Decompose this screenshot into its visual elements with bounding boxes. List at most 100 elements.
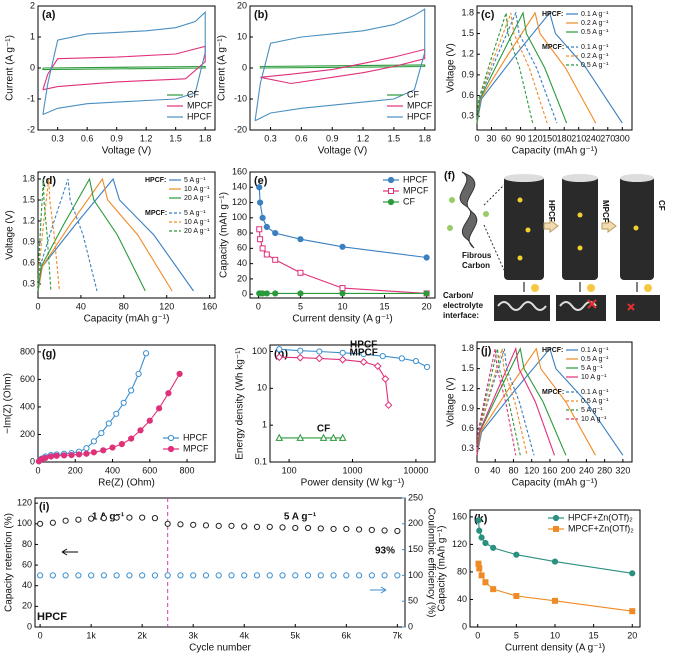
marker xyxy=(388,188,394,194)
y-tick-label: -20 xyxy=(234,124,247,134)
marker xyxy=(37,572,44,579)
y-tick-label: 120 xyxy=(452,539,467,549)
legend-label: 10 A g⁻¹ xyxy=(184,186,210,193)
y-tick-label: 1.2 xyxy=(461,49,474,59)
cylinder-label: MPCF xyxy=(601,200,610,223)
marker xyxy=(272,290,279,297)
legend-label: 0.1 A g⁻¹ xyxy=(581,389,609,396)
y-tick-label: 100 xyxy=(232,212,247,222)
y-tick-label: 1.5 xyxy=(461,363,474,373)
legend-label: 0.5 A g⁻¹ xyxy=(581,398,609,405)
x-tick-label: 0 xyxy=(38,630,43,640)
marker xyxy=(275,353,284,362)
series-line xyxy=(476,12,548,124)
y-tick-label: 10 xyxy=(257,383,267,393)
marker xyxy=(263,290,270,297)
y-tick-label: 0.6 xyxy=(461,423,474,433)
marker xyxy=(75,451,83,458)
marker xyxy=(330,572,337,579)
electron xyxy=(577,245,583,251)
y-tick-label: 1.8 xyxy=(22,173,35,183)
x-tick-label: 0.3 xyxy=(51,133,64,143)
marker xyxy=(297,347,304,354)
legend-label: HPCF xyxy=(187,111,212,121)
marker xyxy=(551,558,559,565)
x-tick-label: 30 xyxy=(487,133,497,143)
series-line xyxy=(37,177,173,292)
y-axis-label: Capacity retention (%) xyxy=(4,513,15,612)
y-tick-label: 120 xyxy=(17,498,32,508)
legend-label: 0.2 A g⁻¹ xyxy=(581,20,609,27)
marker xyxy=(279,524,286,531)
emoji xyxy=(531,284,539,292)
marker xyxy=(513,551,520,558)
marker xyxy=(47,453,55,460)
marker xyxy=(476,565,483,572)
legend-label: 0.2 A g⁻¹ xyxy=(581,53,609,60)
marker xyxy=(83,445,90,452)
marker xyxy=(292,572,299,579)
annotation: HPCF xyxy=(37,611,67,623)
marker xyxy=(381,527,388,534)
marker xyxy=(263,223,270,231)
x-tick-label: 200 xyxy=(561,465,576,475)
legend-label: 20 A g⁻¹ xyxy=(184,195,210,202)
marker xyxy=(482,579,489,586)
emoji xyxy=(644,284,652,292)
marker xyxy=(329,433,338,441)
marker xyxy=(279,572,286,579)
marker xyxy=(490,544,497,551)
y-tick-label: 0.1 xyxy=(254,456,267,466)
marker xyxy=(553,526,559,532)
series-line xyxy=(37,177,194,292)
axis-arrow xyxy=(370,586,387,594)
x-tick-label: 210 xyxy=(571,133,586,143)
legend-label: 10 A g⁻¹ xyxy=(581,416,607,423)
marker xyxy=(126,514,133,521)
marker xyxy=(113,514,120,521)
marker xyxy=(387,198,395,206)
x-tick-label: 10000 xyxy=(403,465,428,475)
series-line xyxy=(279,356,390,406)
x-tick-label: 150 xyxy=(542,133,557,143)
x-tick-label: 800 xyxy=(180,465,195,475)
electron xyxy=(525,227,531,233)
legend-label: 5 A g⁻¹ xyxy=(581,407,603,414)
y2-tick-label: 50 xyxy=(408,596,418,606)
x-tick-label: 20 xyxy=(627,630,637,640)
x-tick-label: 0 xyxy=(474,465,479,475)
legend-label: MPCF+Zn(OTf)₂ xyxy=(568,523,634,533)
y-axis-label: −Im(Z) (Ohm) xyxy=(3,373,14,434)
annotation: 93% xyxy=(375,546,395,557)
marker xyxy=(373,362,382,371)
legend-label: HPCF xyxy=(403,174,428,184)
y-tick-label: 1 xyxy=(262,420,267,430)
marker xyxy=(256,199,264,206)
x-tick-label: 90 xyxy=(516,133,526,143)
marker xyxy=(164,572,171,579)
legend-label: 5 A g⁻¹ xyxy=(184,210,206,217)
marker xyxy=(338,355,347,364)
panel-label: (f) xyxy=(444,170,455,182)
marker xyxy=(629,608,636,615)
series-line xyxy=(476,11,623,124)
legend-label: 0.1 A g⁻¹ xyxy=(581,347,609,354)
marker xyxy=(88,515,95,522)
marker xyxy=(398,355,405,362)
y-tick-label: 20 xyxy=(22,601,32,611)
x-tick-label: 600 xyxy=(142,465,157,475)
x-tick-label: 100 xyxy=(282,465,297,475)
y-tick-label: 60 xyxy=(22,559,32,569)
y-tick-label: 40 xyxy=(237,258,247,268)
x-tick-label: 0 xyxy=(475,630,480,640)
legend-label: MPCF xyxy=(407,100,433,110)
marker xyxy=(137,427,144,434)
x-tick-label: 1.8 xyxy=(418,133,431,143)
x-tick-label: 40 xyxy=(490,465,500,475)
x-tick-label: 1.2 xyxy=(140,133,153,143)
x-tick-label: 120 xyxy=(528,133,543,143)
y-axis-label: Capacity (mAh g⁻¹) xyxy=(437,526,448,612)
x-tick-label: 10 xyxy=(550,630,560,640)
